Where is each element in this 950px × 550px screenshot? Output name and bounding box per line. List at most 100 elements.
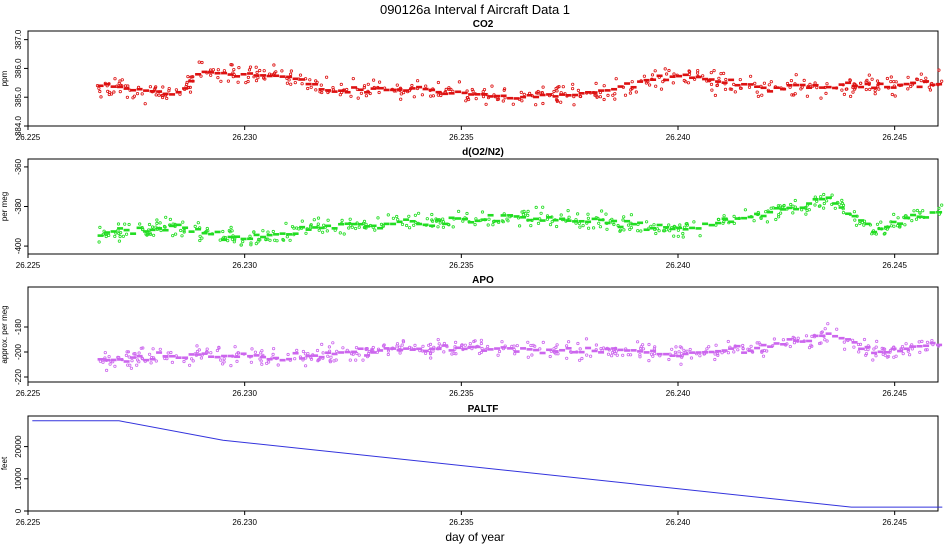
data-point [778,204,782,208]
data-point [685,349,689,353]
data-point [793,198,797,203]
data-point [481,90,485,94]
data-point [670,226,674,230]
data-point [917,340,921,344]
data-point [769,80,773,84]
y-tick-label: 384.0 [14,115,23,136]
data-point [889,80,893,84]
data-point [713,93,718,98]
data-point [904,342,908,346]
data-point [447,223,451,227]
data-point [328,358,332,363]
data-point [722,214,726,218]
data-point [748,74,753,78]
data-point [723,82,727,86]
data-point [826,322,830,326]
x-tick-label: 26.245 [882,133,907,142]
data-point [180,234,184,238]
data-point [741,347,745,351]
data-point [179,228,183,233]
x-tick-label: 26.235 [449,261,474,270]
data-point [568,350,573,354]
data-point [638,346,643,351]
y-tick-label: -180 [14,318,23,335]
data-point [517,97,522,101]
data-point [840,88,844,92]
data-point [95,84,100,88]
data-point [505,217,509,221]
data-point [174,354,178,358]
data-point [400,348,404,352]
data-point [782,87,786,91]
data-point [260,362,264,366]
data-point [806,84,810,89]
data-point [229,363,233,368]
data-point [536,221,541,225]
data-point [678,223,682,227]
data-point [181,220,185,224]
data-point [326,90,330,95]
data-point [684,222,688,226]
y-tick-label: -380 [14,198,23,215]
data-point [316,224,320,229]
data-point [357,353,361,357]
data-point [733,90,737,94]
data-point [377,90,381,95]
data-point [767,83,771,87]
data-point [668,352,672,356]
data-point [892,347,896,351]
data-point [194,353,198,357]
panel-title: APO [472,275,494,286]
data-point [132,352,136,356]
data-point [830,202,834,206]
panel-title: d(O2/N2) [462,147,504,158]
data-point [874,345,878,349]
data-point [756,212,760,217]
data-point [268,238,272,242]
data-point [439,93,443,98]
data-point [580,356,584,361]
data-point [696,74,700,79]
data-point [874,354,878,358]
data-point [195,344,199,348]
data-point [817,204,822,208]
data-point [414,220,418,224]
y-axis-label: feet [0,456,9,470]
data-point [736,348,740,352]
data-point [420,349,425,353]
data-point [316,216,321,220]
data-point [103,356,107,360]
data-point [235,359,239,363]
data-point [670,347,674,351]
data-point [850,338,855,342]
data-point [841,207,845,211]
data-point [602,84,606,88]
data-point [98,89,102,94]
data-point [452,217,456,221]
data-point [309,357,314,361]
data-point [592,91,596,95]
data-point [230,229,234,233]
data-point [345,87,349,92]
data-point [822,334,826,338]
data-point [698,354,702,358]
data-point [116,222,121,226]
data-point [611,93,615,97]
data-point [367,349,371,354]
data-point [550,215,554,219]
data-point [273,238,277,242]
data-point [785,342,789,346]
data-point [565,94,569,98]
data-point [785,207,789,211]
data-point [219,358,223,362]
data-point [412,347,417,351]
data-point [858,221,862,226]
data-point [851,85,855,90]
y-axis-label: per meg [0,192,9,221]
data-point [622,215,626,219]
data-point [841,83,845,87]
data-point [795,339,800,343]
data-point [267,72,272,76]
data-point [873,89,877,93]
data-point [261,76,266,80]
